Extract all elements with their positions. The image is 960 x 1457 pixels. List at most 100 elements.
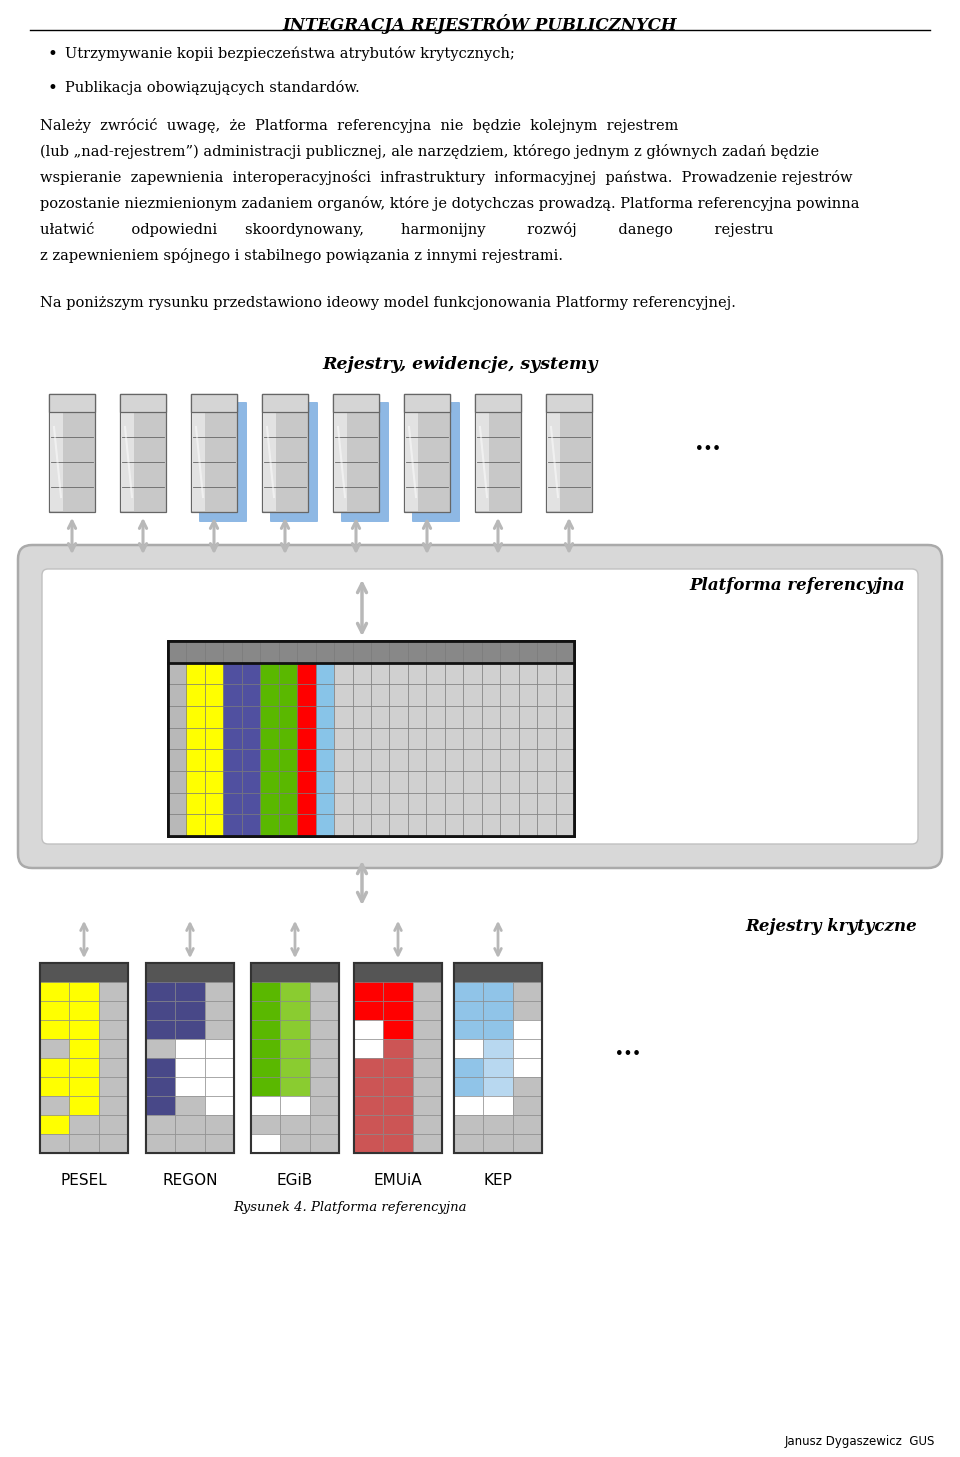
Bar [413, 1039, 442, 1058]
Text: REGON: REGON [162, 1173, 218, 1187]
Bar [476, 395, 489, 511]
Bar [204, 707, 224, 727]
Bar [334, 663, 352, 685]
Bar [408, 814, 426, 836]
Bar [500, 814, 518, 836]
Bar [426, 814, 444, 836]
Bar [546, 393, 592, 511]
Bar [371, 749, 390, 771]
Bar [280, 1134, 310, 1152]
Bar [69, 1058, 99, 1077]
Bar [280, 1039, 310, 1058]
Bar [513, 1134, 542, 1152]
Text: ...: ... [615, 1036, 641, 1061]
Bar [251, 1039, 280, 1058]
Bar [298, 814, 316, 836]
Bar [224, 707, 242, 727]
Bar [334, 395, 347, 511]
Text: Rejestry krytyczne: Rejestry krytyczne [745, 918, 917, 935]
Bar [352, 793, 371, 814]
Text: z zapewnieniem spójnego i stabilnego powiązania z innymi rejestrami.: z zapewnieniem spójnego i stabilnego pow… [40, 248, 563, 264]
Bar [40, 1001, 69, 1020]
Bar [513, 1039, 542, 1058]
Bar [352, 707, 371, 727]
Bar [298, 771, 316, 793]
Bar [146, 1001, 176, 1020]
Bar [146, 1115, 176, 1134]
Bar [280, 1077, 310, 1096]
Bar [40, 1134, 69, 1152]
Bar [500, 793, 518, 814]
Bar [204, 727, 224, 749]
Bar [204, 1058, 234, 1077]
FancyBboxPatch shape [199, 402, 247, 522]
Bar [352, 685, 371, 707]
Bar [251, 963, 339, 1152]
Bar [513, 1077, 542, 1096]
Bar [408, 793, 426, 814]
Bar [298, 685, 316, 707]
Bar [168, 641, 574, 836]
Bar [168, 771, 186, 793]
Bar [260, 641, 278, 663]
Bar [500, 663, 518, 685]
Bar [49, 393, 95, 511]
Bar [310, 1077, 339, 1096]
Bar [454, 1115, 483, 1134]
Bar [99, 982, 128, 1001]
Text: •: • [48, 80, 58, 98]
Text: ułatwić        odpowiedni      skoordynowany,        harmonijny         rozwój  : ułatwić odpowiedni skoordynowany, harmon… [40, 221, 774, 237]
Bar [69, 982, 99, 1001]
Bar [354, 1134, 383, 1152]
Bar [280, 982, 310, 1001]
Bar [444, 793, 464, 814]
Bar [413, 1077, 442, 1096]
Text: Publikacja obowiązujących standardów.: Publikacja obowiązujących standardów. [65, 80, 360, 95]
Bar [316, 663, 334, 685]
Bar [500, 727, 518, 749]
Bar [352, 641, 371, 663]
Bar [310, 982, 339, 1001]
Bar [413, 982, 442, 1001]
Bar [146, 1096, 176, 1115]
Bar [146, 963, 234, 982]
Bar [120, 393, 166, 511]
Bar [40, 963, 128, 1152]
Bar [310, 1039, 339, 1058]
Bar [251, 982, 280, 1001]
Bar [444, 771, 464, 793]
Bar [204, 1020, 234, 1039]
Bar [69, 1001, 99, 1020]
Bar [547, 395, 560, 511]
Bar [483, 1096, 513, 1115]
Bar [204, 685, 224, 707]
Bar [500, 685, 518, 707]
Bar [176, 1039, 204, 1058]
Bar [99, 1134, 128, 1152]
Bar [278, 663, 298, 685]
Bar [464, 663, 482, 685]
Bar [251, 1058, 280, 1077]
Bar [40, 963, 128, 982]
Bar [537, 685, 556, 707]
Bar [444, 749, 464, 771]
Bar [556, 685, 574, 707]
Bar [168, 814, 186, 836]
Bar [454, 1020, 483, 1039]
Bar [513, 1058, 542, 1077]
Bar [383, 1115, 413, 1134]
Bar [204, 1115, 234, 1134]
Bar [333, 393, 379, 511]
Bar [390, 685, 408, 707]
Bar [278, 771, 298, 793]
Text: Rysunek 4. Platforma referencyjna: Rysunek 4. Platforma referencyjna [233, 1201, 467, 1214]
Bar [537, 641, 556, 663]
Bar [454, 982, 483, 1001]
Bar [69, 1020, 99, 1039]
Bar [408, 685, 426, 707]
Text: Janusz Dygaszewicz  GUS: Janusz Dygaszewicz GUS [784, 1435, 935, 1448]
Text: Utrzymywanie kopii bezpieczeństwa atrybutów krytycznych;: Utrzymywanie kopii bezpieczeństwa atrybu… [65, 47, 515, 61]
Text: (lub „nad-rejestrem”) administracji publicznej, ale narzędziem, którego jednym z: (lub „nad-rejestrem”) administracji publ… [40, 144, 819, 159]
Bar [99, 1039, 128, 1058]
Bar [426, 771, 444, 793]
